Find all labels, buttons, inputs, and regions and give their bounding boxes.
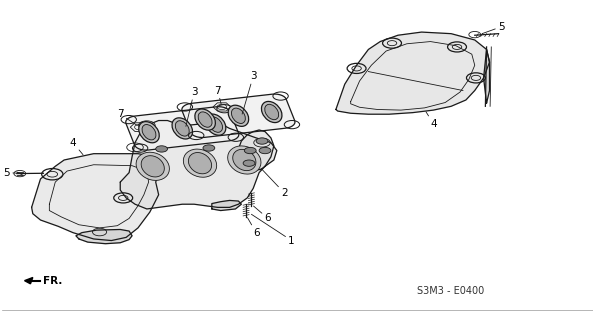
Circle shape [243,160,255,166]
Polygon shape [76,229,132,244]
Text: S3M3 - E0400: S3M3 - E0400 [418,286,485,296]
Ellipse shape [228,105,249,126]
Ellipse shape [205,114,226,135]
Circle shape [203,145,215,151]
Text: 5: 5 [4,168,23,178]
Text: 5: 5 [482,22,505,34]
Ellipse shape [142,124,156,140]
Ellipse shape [139,122,159,143]
Ellipse shape [228,146,261,174]
Ellipse shape [209,117,223,132]
Polygon shape [126,107,239,150]
Ellipse shape [141,156,164,177]
Ellipse shape [231,108,245,124]
Ellipse shape [198,112,212,127]
Ellipse shape [176,121,189,136]
Polygon shape [212,200,242,211]
Text: 2: 2 [261,168,288,198]
Ellipse shape [265,104,278,120]
Polygon shape [182,94,295,138]
Circle shape [245,148,256,154]
Circle shape [156,146,168,152]
Circle shape [256,138,268,144]
Ellipse shape [261,101,282,123]
Ellipse shape [183,149,217,177]
Text: FR.: FR. [43,276,63,286]
Text: 4: 4 [70,138,83,155]
Ellipse shape [233,149,256,171]
Polygon shape [32,154,162,241]
Polygon shape [24,277,33,284]
Ellipse shape [195,109,215,130]
Polygon shape [239,130,274,170]
Ellipse shape [136,152,170,180]
Polygon shape [120,121,277,209]
Polygon shape [484,50,490,103]
Text: 3: 3 [242,71,256,114]
Text: 7: 7 [117,109,137,126]
Ellipse shape [172,118,193,139]
Text: 6: 6 [248,218,259,238]
Text: 1: 1 [251,214,295,245]
Text: 3: 3 [186,87,198,126]
Text: 6: 6 [253,206,271,223]
Text: 7: 7 [214,85,221,104]
Text: 4: 4 [426,112,437,129]
Polygon shape [336,32,490,114]
Circle shape [259,148,271,154]
Ellipse shape [189,153,212,174]
